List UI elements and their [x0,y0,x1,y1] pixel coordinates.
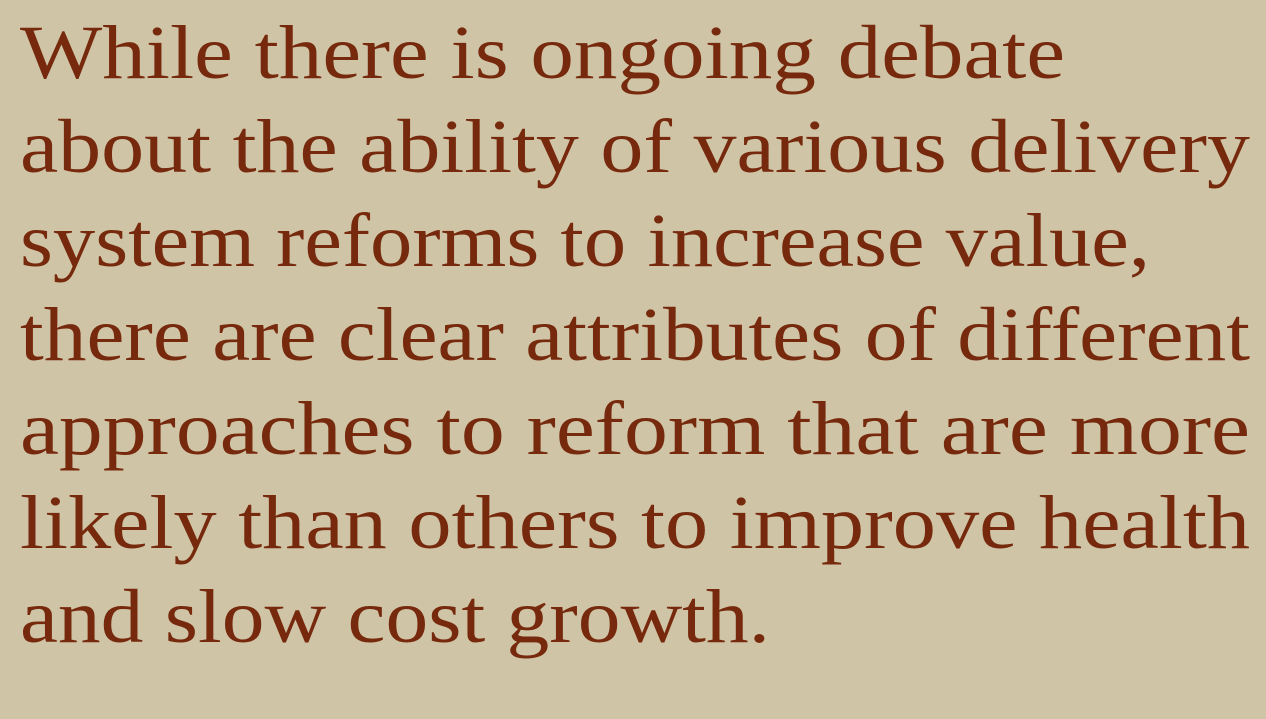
text-line: system reforms to increase value, [20,199,1150,283]
text-line: and slow cost growth. [20,575,770,659]
text-line: likely than others to improve health [20,481,1250,565]
text-line: there are clear attributes of different [20,293,1250,377]
text-line: approaches to reform that are more [20,387,1250,471]
text-line: While there is ongoing debate [20,11,1065,95]
paragraph: While there is ongoing debate about the a… [20,11,1250,659]
text-line: about the ability of various delivery [20,105,1250,189]
